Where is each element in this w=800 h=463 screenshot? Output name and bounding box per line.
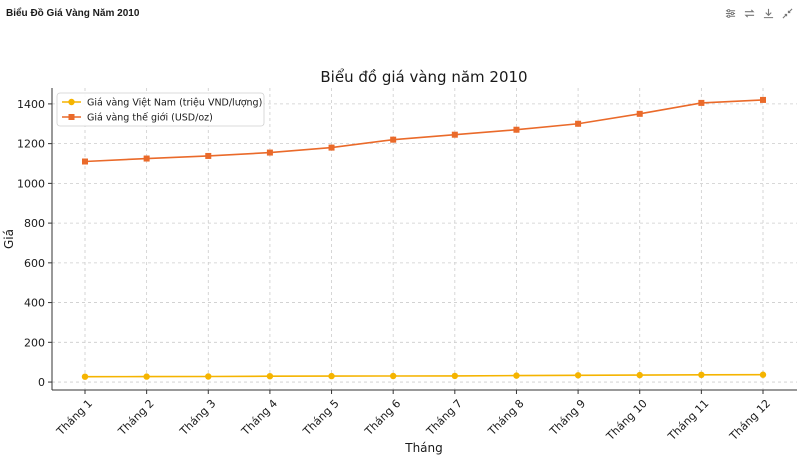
- legend: Giá vàng Việt Nam (triệu VND/lượng) Giá v…: [56, 92, 265, 127]
- y-tick-label: 800: [24, 217, 45, 230]
- y-axis-label: Giá: [2, 229, 16, 249]
- x-tick-label: Tháng 3: [177, 397, 219, 439]
- data-point: [760, 96, 766, 103]
- x-tick-label: Tháng 1: [53, 397, 95, 439]
- x-tick-label: Tháng 9: [547, 397, 589, 439]
- data-point: [574, 372, 582, 379]
- legend-marker: [68, 114, 75, 120]
- data-point: [698, 99, 705, 106]
- x-tick-label: Tháng 5: [300, 397, 342, 439]
- data-point: [328, 372, 335, 380]
- x-tick-label: Tháng 2: [115, 397, 157, 439]
- data-point: [328, 144, 335, 151]
- x-tick-label: Tháng 7: [423, 397, 465, 439]
- axes: 0 200 400 600 800 1000 1200 1400 Tháng 1 Tháng 2 T…: [17, 88, 797, 444]
- legend-label: Giá vàng Việt Nam (triệu VND/lượng): [87, 98, 262, 109]
- data-point: [451, 131, 458, 138]
- data-point: [205, 152, 212, 159]
- series-layer: [81, 96, 767, 380]
- y-tick-label: 1200: [17, 138, 45, 151]
- chart-title: Biểu đồ giá vàng năm 2010: [320, 68, 527, 86]
- series-line: [84, 373, 764, 378]
- data-point: [143, 155, 150, 162]
- x-tick-label: Tháng 11: [665, 397, 712, 444]
- data-point: [698, 371, 705, 379]
- data-point: [575, 120, 582, 127]
- legend-marker: [68, 98, 75, 106]
- download-icon[interactable]: [762, 7, 775, 20]
- y-tick-label: 1000: [17, 177, 45, 190]
- data-point: [451, 372, 459, 380]
- data-point: [636, 110, 643, 117]
- x-axis-label: Tháng: [404, 441, 443, 455]
- y-tick-label: 0: [38, 376, 45, 389]
- toggle-view-icon[interactable]: [743, 7, 756, 20]
- legend-label: Giá vàng thế giới (USD/oz): [87, 113, 213, 124]
- y-tick-label: 600: [24, 257, 45, 270]
- data-point: [266, 372, 274, 380]
- y-tick-label: 1400: [17, 98, 45, 111]
- x-tick-label: Tháng 4: [238, 397, 280, 439]
- data-point: [266, 149, 273, 156]
- data-point: [513, 126, 520, 133]
- chart-settings-icon[interactable]: [724, 7, 737, 20]
- grid: [52, 88, 797, 390]
- window-title: Biểu Đồ Giá Vàng Năm 2010: [6, 7, 140, 19]
- chart-toolbar: [724, 7, 794, 20]
- x-tick-label: Tháng 10: [603, 397, 650, 444]
- y-tick-label: 400: [24, 297, 45, 310]
- legend-box: [56, 92, 265, 127]
- data-point: [81, 373, 89, 380]
- x-tick-label: Tháng 12: [727, 397, 774, 444]
- data-point: [205, 373, 212, 380]
- data-point: [636, 371, 643, 379]
- series-line: [84, 99, 764, 163]
- collapse-icon[interactable]: [781, 7, 794, 20]
- data-point: [513, 372, 520, 379]
- data-point: [82, 158, 88, 165]
- x-tick-label: Tháng 8: [485, 397, 527, 439]
- data-point: [759, 371, 767, 378]
- data-point: [389, 372, 397, 380]
- data-point: [390, 136, 397, 143]
- x-tick-label: Tháng 6: [362, 397, 404, 439]
- y-tick-label: 200: [24, 336, 45, 349]
- data-point: [143, 373, 150, 380]
- window-header: Biểu Đồ Giá Vàng Năm 2010: [0, 0, 800, 26]
